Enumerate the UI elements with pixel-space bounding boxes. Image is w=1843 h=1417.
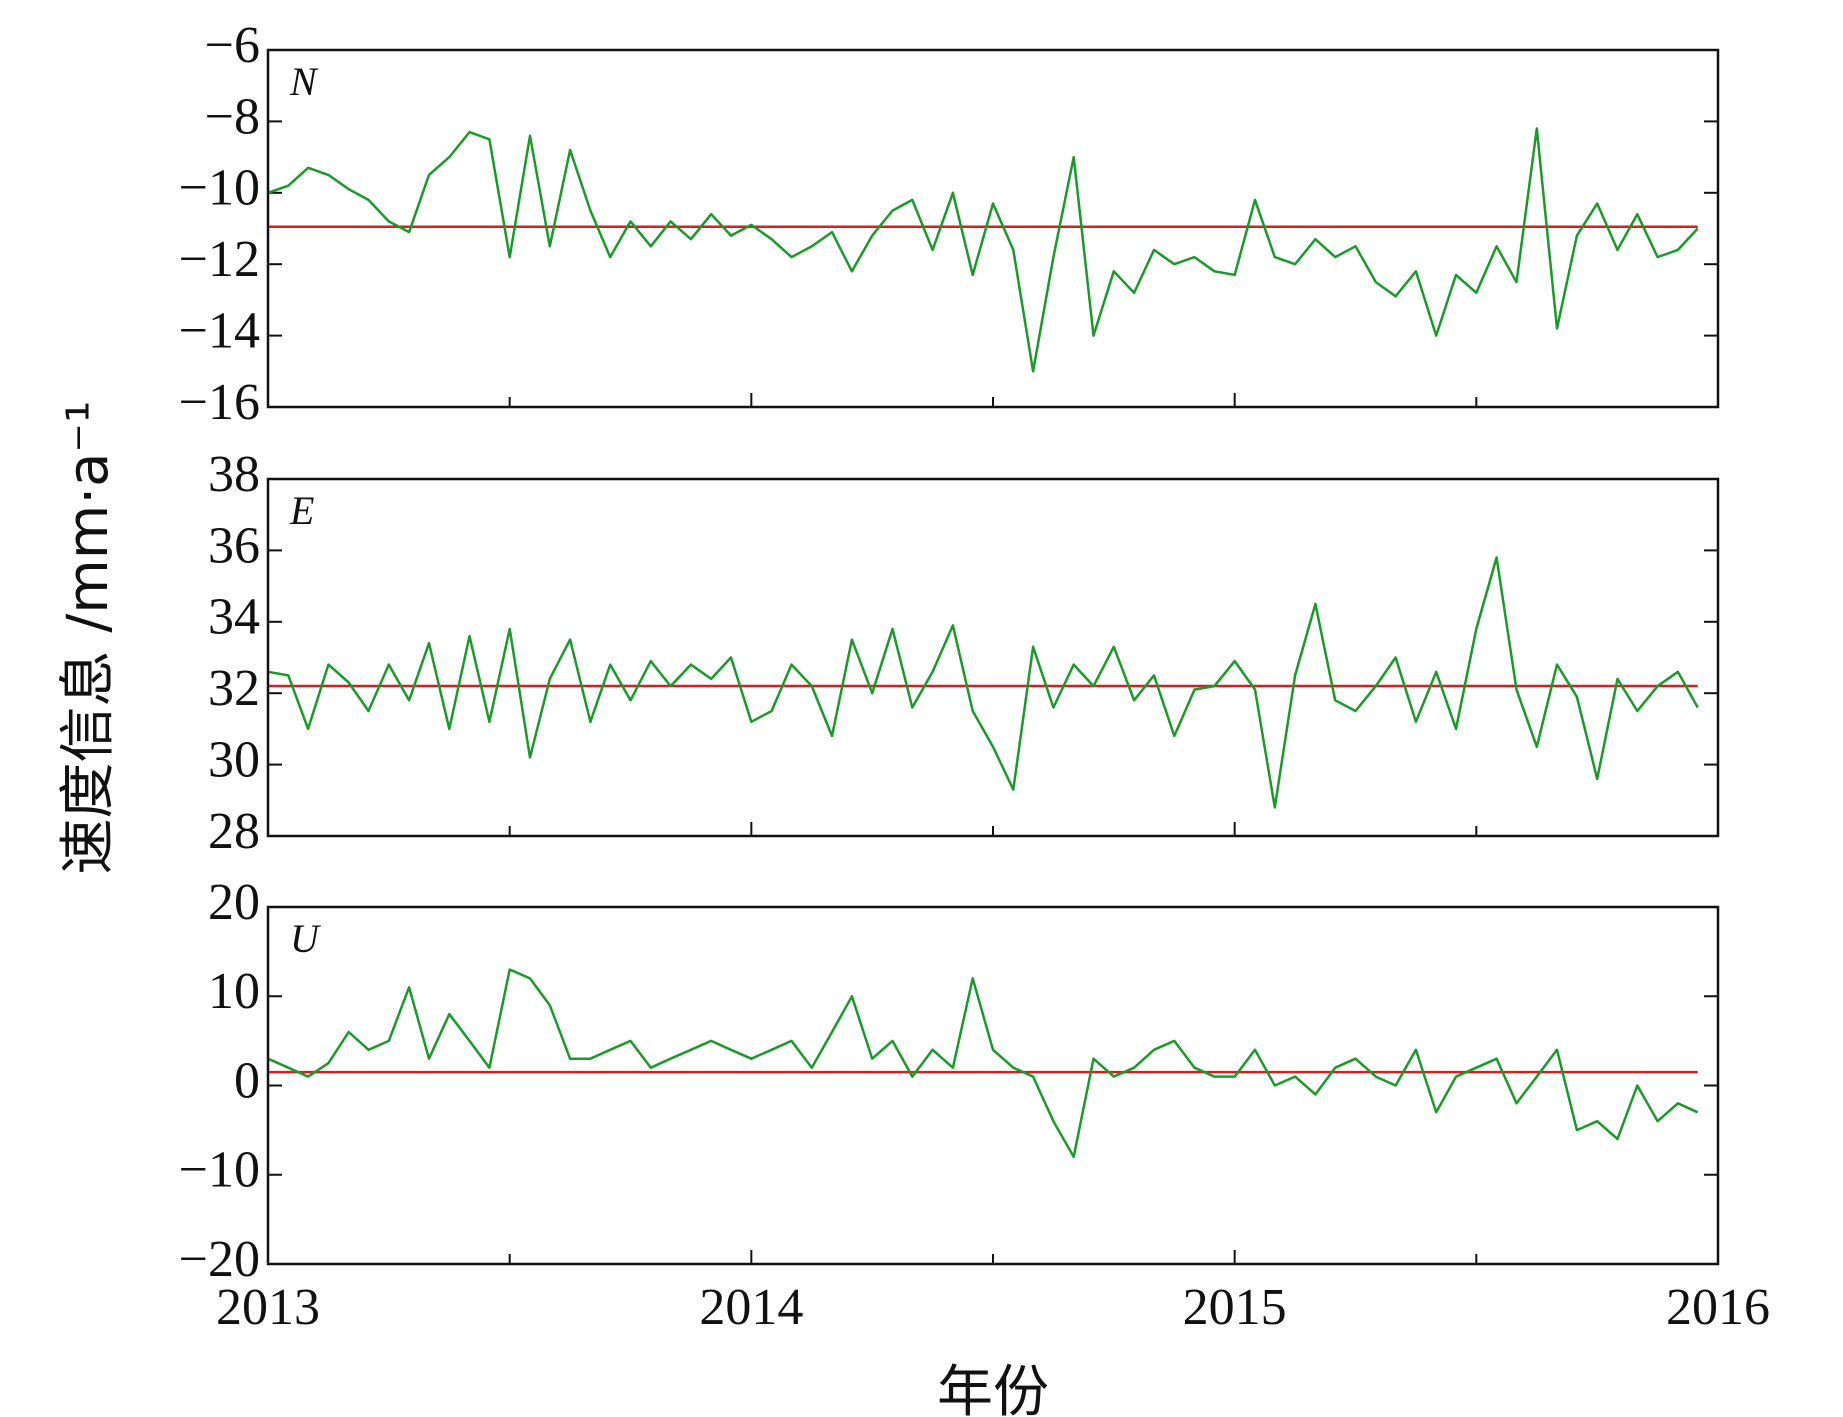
data-line (267, 127, 1699, 373)
y-tick-label: 10 (208, 963, 260, 1020)
y-tick-label: −8 (205, 88, 260, 145)
y-tick-label: 30 (208, 732, 260, 789)
panel-label: U (290, 916, 322, 961)
y-tick-label: −20 (179, 1231, 260, 1288)
x-tick-label: 2014 (699, 1279, 803, 1336)
plot-frame (266, 905, 1720, 1266)
plot-frame (266, 48, 1720, 409)
panel-label: E (289, 488, 314, 533)
y-tick-label: 38 (208, 446, 260, 503)
data-line (267, 968, 1699, 1159)
y-tick-label: 36 (208, 517, 260, 574)
y-tick-label: −10 (179, 160, 260, 217)
y-axis-label: 速度信息 /mm·a⁻¹ (56, 401, 121, 875)
y-tick-label: 20 (208, 874, 260, 931)
y-tick-label: −16 (179, 374, 260, 431)
y-tick-label: −14 (179, 303, 260, 360)
x-tick-label: 2013 (216, 1279, 320, 1336)
y-tick-label: 28 (208, 803, 260, 860)
x-axis-label: 年份 (937, 1360, 1049, 1417)
plot-frame (266, 477, 1720, 838)
y-tick-label: −12 (179, 231, 260, 288)
data-line (267, 556, 1699, 809)
panel-label: N (289, 59, 319, 104)
y-tick-label: −6 (205, 17, 260, 74)
x-tick-label: 2015 (1183, 1279, 1287, 1336)
x-tick-label: 2016 (1666, 1279, 1770, 1336)
y-tick-label: 0 (234, 1052, 260, 1109)
y-tick-label: 32 (208, 660, 260, 717)
y-tick-label: 34 (208, 589, 260, 646)
y-tick-label: −10 (179, 1142, 260, 1199)
